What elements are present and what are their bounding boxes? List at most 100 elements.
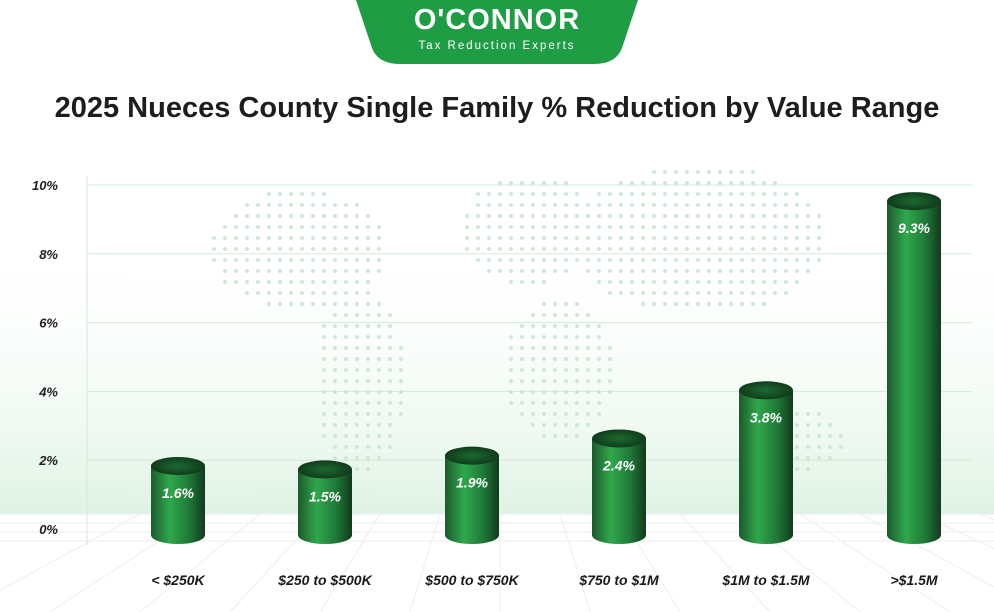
map-dot (575, 423, 579, 427)
map-dot (531, 269, 535, 273)
map-dot (542, 280, 546, 284)
map-dot (487, 258, 491, 262)
map-dot (355, 247, 359, 251)
map-dot (366, 258, 370, 262)
map-dot (300, 291, 304, 295)
map-dot (322, 258, 326, 262)
map-dot (751, 192, 755, 196)
map-dot (707, 247, 711, 251)
floor-line (139, 513, 261, 612)
logo-wordmark[interactable]: O'CONNOR (413, 4, 581, 36)
map-dot (718, 280, 722, 284)
y-tick-label: 6% (39, 316, 58, 331)
map-dot (729, 214, 733, 218)
map-dot (597, 247, 601, 251)
map-dot (377, 335, 381, 339)
map-dot (487, 269, 491, 273)
map-dot (564, 423, 568, 427)
bar-body (298, 469, 352, 544)
map-dot (784, 291, 788, 295)
bar[interactable]: 1.6% (151, 456, 205, 544)
map-dot (575, 412, 579, 416)
map-dot (333, 236, 337, 240)
map-dot (795, 445, 799, 449)
map-dot (564, 368, 568, 372)
bar-body (592, 438, 646, 544)
map-dot (553, 346, 557, 350)
map-dot (333, 357, 337, 361)
map-dot (674, 214, 678, 218)
map-dot (520, 225, 524, 229)
map-dot (619, 236, 623, 240)
map-dot (597, 401, 601, 405)
map-dot (531, 412, 535, 416)
map-dot (366, 368, 370, 372)
map-dot (278, 203, 282, 207)
map-dot (366, 236, 370, 240)
bar[interactable]: 9.3% (887, 192, 941, 544)
bar[interactable]: 1.5% (298, 460, 352, 544)
map-dot (817, 247, 821, 251)
map-dot (553, 214, 557, 218)
map-dot (487, 247, 491, 251)
map-dot (520, 214, 524, 218)
map-dot (333, 203, 337, 207)
map-dot (564, 379, 568, 383)
map-dot (542, 225, 546, 229)
map-dot (641, 192, 645, 196)
map-dot (300, 192, 304, 196)
map-dot (641, 269, 645, 273)
map-dot (597, 379, 601, 383)
map-dot (300, 236, 304, 240)
map-dot (322, 236, 326, 240)
map-dot (245, 203, 249, 207)
map-dot (344, 225, 348, 229)
map-dot (388, 390, 392, 394)
map-dot (267, 236, 271, 240)
map-dot (377, 434, 381, 438)
map-dot (718, 247, 722, 251)
map-dot (751, 280, 755, 284)
map-dot (564, 236, 568, 240)
map-dot (245, 225, 249, 229)
map-dot (223, 258, 227, 262)
bar[interactable]: 1.9% (445, 446, 499, 544)
map-dot (344, 456, 348, 460)
map-dot (586, 269, 590, 273)
map-dot (476, 214, 480, 218)
map-dot (289, 302, 293, 306)
map-dot (586, 214, 590, 218)
map-dot (344, 390, 348, 394)
map-dot (740, 170, 744, 174)
y-axis: 0% 2% 4% 6% 8% 10% (32, 176, 88, 545)
map-dot (509, 346, 513, 350)
map-dot (773, 269, 777, 273)
map-dot (509, 214, 513, 218)
map-dot (641, 203, 645, 207)
map-dot (652, 258, 656, 262)
map-dot (388, 412, 392, 416)
map-dot (729, 192, 733, 196)
map-dot (388, 335, 392, 339)
map-dot (388, 423, 392, 427)
map-dot (586, 401, 590, 405)
bar[interactable]: 3.8% (739, 381, 793, 544)
x-tick-label: >$1.5M (890, 572, 937, 588)
map-dot (509, 401, 513, 405)
bar[interactable]: 2.4% (592, 429, 646, 544)
map-dot (586, 368, 590, 372)
map-dot (355, 467, 359, 471)
map-dot (278, 236, 282, 240)
map-dot (531, 203, 535, 207)
map-dot (762, 214, 766, 218)
map-dot (509, 203, 513, 207)
map-dot (344, 280, 348, 284)
map-dot (597, 280, 601, 284)
map-dot (729, 302, 733, 306)
map-dot (762, 302, 766, 306)
map-dot (553, 401, 557, 405)
map-dot (289, 214, 293, 218)
map-dot (344, 357, 348, 361)
map-dot (575, 324, 579, 328)
map-dot (564, 214, 568, 218)
